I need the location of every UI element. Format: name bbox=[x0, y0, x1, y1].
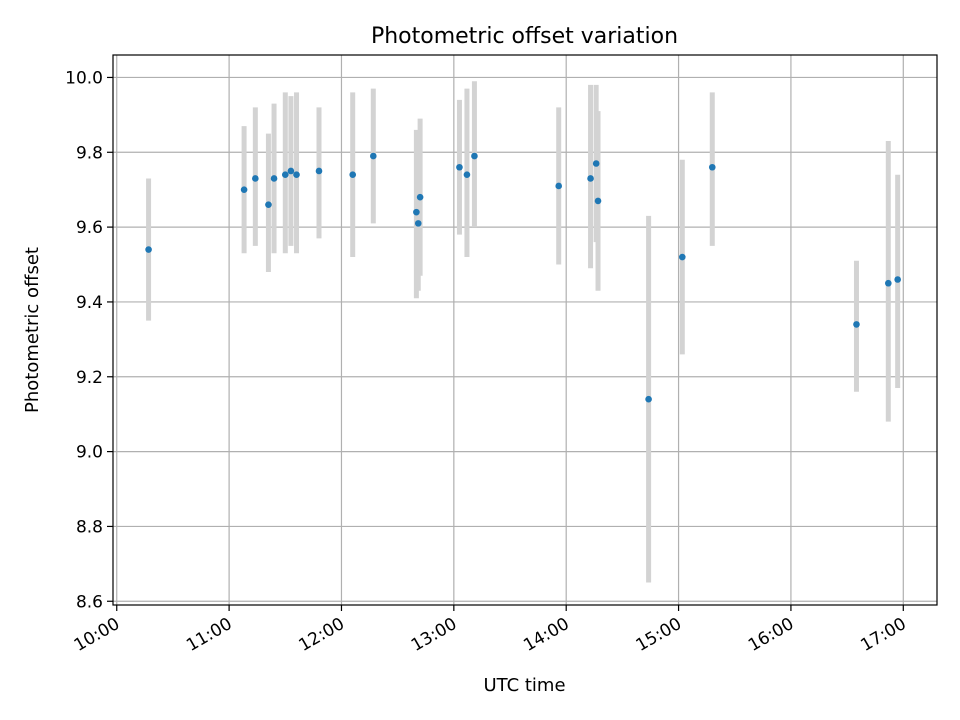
data-point bbox=[587, 175, 594, 182]
data-point bbox=[679, 253, 686, 261]
data-point bbox=[414, 220, 422, 227]
y-tick-label: 9.0 bbox=[76, 443, 103, 463]
data-point bbox=[270, 175, 278, 182]
error-bars bbox=[146, 81, 901, 583]
y-tick-label: 8.8 bbox=[76, 517, 103, 537]
y-tick-label: 9.8 bbox=[76, 143, 103, 163]
grid-lines bbox=[113, 55, 937, 605]
plot-area-frame bbox=[112, 54, 938, 606]
data-points bbox=[145, 152, 901, 403]
y-axis-label: Photometric offset bbox=[22, 247, 43, 413]
data-point bbox=[281, 171, 289, 179]
x-tick-label: 13:00 bbox=[408, 614, 460, 656]
chart-title: Photometric offset variation bbox=[371, 24, 678, 49]
data-point bbox=[240, 186, 248, 193]
data-point bbox=[287, 167, 295, 175]
data-point bbox=[555, 182, 563, 190]
data-point bbox=[645, 395, 652, 403]
x-tick-label: 11:00 bbox=[183, 614, 235, 656]
y-tick-label: 8.6 bbox=[76, 592, 103, 612]
y-tick-label: 9.4 bbox=[76, 293, 103, 313]
data-point bbox=[471, 152, 478, 160]
x-axis-label: UTC time bbox=[483, 675, 565, 696]
data-point bbox=[265, 201, 272, 208]
x-tick-label: 16:00 bbox=[745, 614, 797, 656]
data-point bbox=[293, 171, 300, 179]
data-point bbox=[413, 208, 420, 216]
data-point bbox=[463, 171, 471, 179]
data-point bbox=[416, 193, 424, 201]
data-point bbox=[592, 160, 600, 167]
data-point bbox=[894, 276, 901, 283]
y-tick-label: 9.2 bbox=[76, 368, 103, 388]
data-point bbox=[349, 171, 357, 179]
data-point bbox=[853, 321, 860, 328]
data-point bbox=[252, 175, 259, 182]
data-point bbox=[456, 163, 463, 171]
data-point bbox=[594, 197, 602, 205]
y-axis-ticks: 8.6 8.8 9.0 9.2 9.4 9.6 9.8 10.0 bbox=[65, 68, 113, 612]
x-axis-ticks: 10:00 11:00 12:00 13:00 14:00 15:00 16:00 17:00 bbox=[71, 605, 910, 656]
y-tick-label: 9.6 bbox=[76, 218, 103, 238]
data-point bbox=[708, 163, 716, 171]
x-tick-label: 10:00 bbox=[71, 614, 123, 656]
x-tick-label: 14:00 bbox=[520, 614, 572, 656]
data-point bbox=[145, 246, 152, 253]
data-point bbox=[370, 152, 377, 160]
x-tick-label: 17:00 bbox=[857, 614, 909, 656]
y-tick-label: 10.0 bbox=[65, 68, 103, 88]
x-tick-label: 12:00 bbox=[296, 614, 348, 656]
x-tick-label: 15:00 bbox=[633, 614, 685, 656]
data-point bbox=[885, 279, 892, 287]
data-point bbox=[315, 167, 323, 175]
